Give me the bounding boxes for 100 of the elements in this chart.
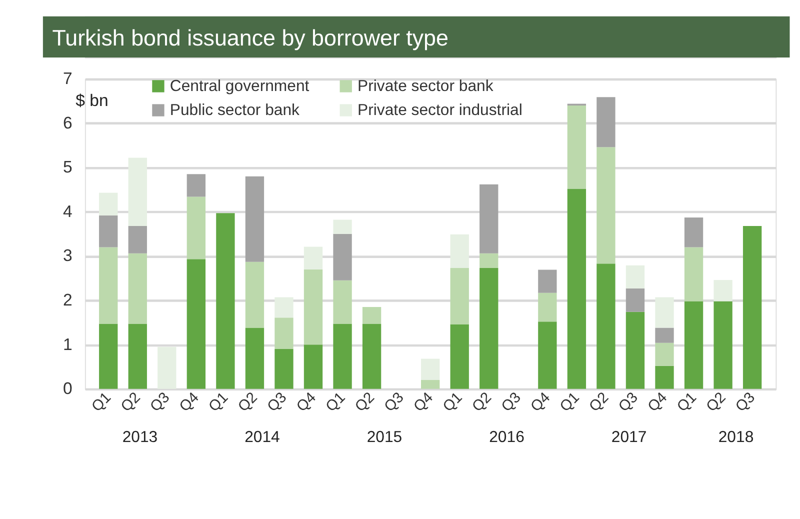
- bar: [626, 265, 645, 288]
- bar: [128, 226, 147, 254]
- x-tick-label: Q4: [176, 389, 202, 416]
- y-tick-label: 5: [63, 158, 72, 177]
- bar: [655, 297, 674, 328]
- x-tick-label: Q3: [615, 389, 642, 416]
- bar: [450, 234, 469, 268]
- y-tick-label: 2: [63, 290, 72, 310]
- bar: [128, 324, 147, 389]
- y-tick-label: 4: [63, 202, 72, 221]
- legend-label: Private sector bank: [358, 78, 494, 95]
- bar: [480, 184, 498, 254]
- bar: [274, 297, 294, 318]
- bar: [99, 324, 118, 389]
- bar: [714, 280, 732, 302]
- x-tick-label: Q3: [732, 389, 758, 416]
- x-tick-label: Q4: [293, 389, 320, 416]
- bar: [274, 318, 294, 350]
- bar: [421, 380, 440, 389]
- x-tick-label: Q3: [264, 389, 290, 416]
- bar: [596, 97, 616, 148]
- x-tick-label: Q1: [322, 389, 349, 416]
- bar: [99, 247, 118, 324]
- x-tick-label: Q1: [205, 389, 232, 416]
- bar: [655, 366, 674, 389]
- bar: [538, 270, 557, 293]
- bar: [99, 192, 118, 216]
- bar: [655, 342, 674, 366]
- bar: [128, 158, 147, 226]
- chart-title: Turkish bond issuance by borrower type: [52, 25, 448, 50]
- x-tick-label: Q1: [674, 389, 700, 416]
- legend-label: Private sector industrial: [358, 102, 522, 119]
- bar: [538, 292, 557, 322]
- bar: [596, 147, 616, 264]
- x-tick-label: Q3: [146, 389, 174, 416]
- y-tick-label: 7: [63, 69, 72, 88]
- bar: [421, 358, 440, 380]
- bar: [333, 280, 352, 324]
- bar: [567, 188, 586, 389]
- x-tick-label: Q3: [381, 389, 408, 416]
- bar: [480, 253, 498, 268]
- bar: [714, 301, 732, 389]
- bar: [99, 215, 118, 248]
- x-tick-label: Q2: [468, 389, 496, 416]
- x-tick-label: Q2: [352, 389, 378, 416]
- bar: [684, 301, 704, 389]
- x-tick-label: Q3: [498, 389, 524, 416]
- bar: [304, 246, 323, 270]
- bar: [186, 259, 206, 389]
- bar: [684, 247, 704, 302]
- x-tick-label: Q2: [234, 389, 261, 416]
- x-tick-label: Q1: [556, 389, 583, 416]
- x-tick-label: Q2: [703, 389, 730, 416]
- y-tick-label: 3: [63, 246, 72, 266]
- bar: [655, 328, 674, 343]
- bar: [245, 262, 264, 328]
- x-tick-label: Q4: [410, 389, 436, 416]
- y-tick-label: 0: [63, 379, 72, 398]
- x-tick-label: Q2: [118, 389, 144, 416]
- bar: [480, 268, 498, 389]
- y-tick-label: 6: [63, 113, 72, 132]
- x-tick-label: Q2: [586, 389, 612, 416]
- y-tick-label: 1: [63, 334, 72, 354]
- bar: [304, 269, 323, 345]
- text: 2014: [244, 429, 280, 446]
- text: 2018: [718, 429, 754, 446]
- y-axis-title: $ bn: [76, 91, 108, 110]
- bar: [538, 322, 557, 389]
- bar: [626, 288, 645, 312]
- bar: [333, 234, 352, 280]
- bar: [186, 196, 206, 260]
- text: 2013: [122, 429, 158, 446]
- bar: [186, 174, 206, 197]
- text: 2015: [366, 429, 402, 446]
- bar: [245, 176, 264, 262]
- x-tick-label: Q4: [644, 389, 671, 416]
- bar: [450, 324, 469, 389]
- bar: [274, 349, 294, 389]
- text: 2017: [611, 429, 647, 446]
- legend-label: Central government: [170, 78, 310, 95]
- text: 2016: [489, 429, 525, 446]
- x-tick-label: Q1: [440, 389, 466, 416]
- bar: [158, 346, 176, 389]
- legend-label: Public sector bank: [170, 102, 300, 119]
- x-tick-label: Q1: [88, 389, 114, 416]
- bar: [684, 218, 704, 248]
- bar: [362, 324, 382, 389]
- bar: [742, 226, 762, 389]
- bar: [333, 220, 352, 234]
- bar: [450, 268, 469, 324]
- bar: [362, 306, 382, 324]
- bar: [245, 328, 264, 389]
- bar: [216, 213, 235, 389]
- bar: [596, 264, 616, 389]
- bar: [567, 106, 586, 189]
- bar: [304, 344, 323, 389]
- bar: [333, 324, 352, 389]
- bar: [626, 312, 645, 389]
- bar: [128, 253, 147, 324]
- x-tick-label: Q4: [527, 389, 554, 416]
